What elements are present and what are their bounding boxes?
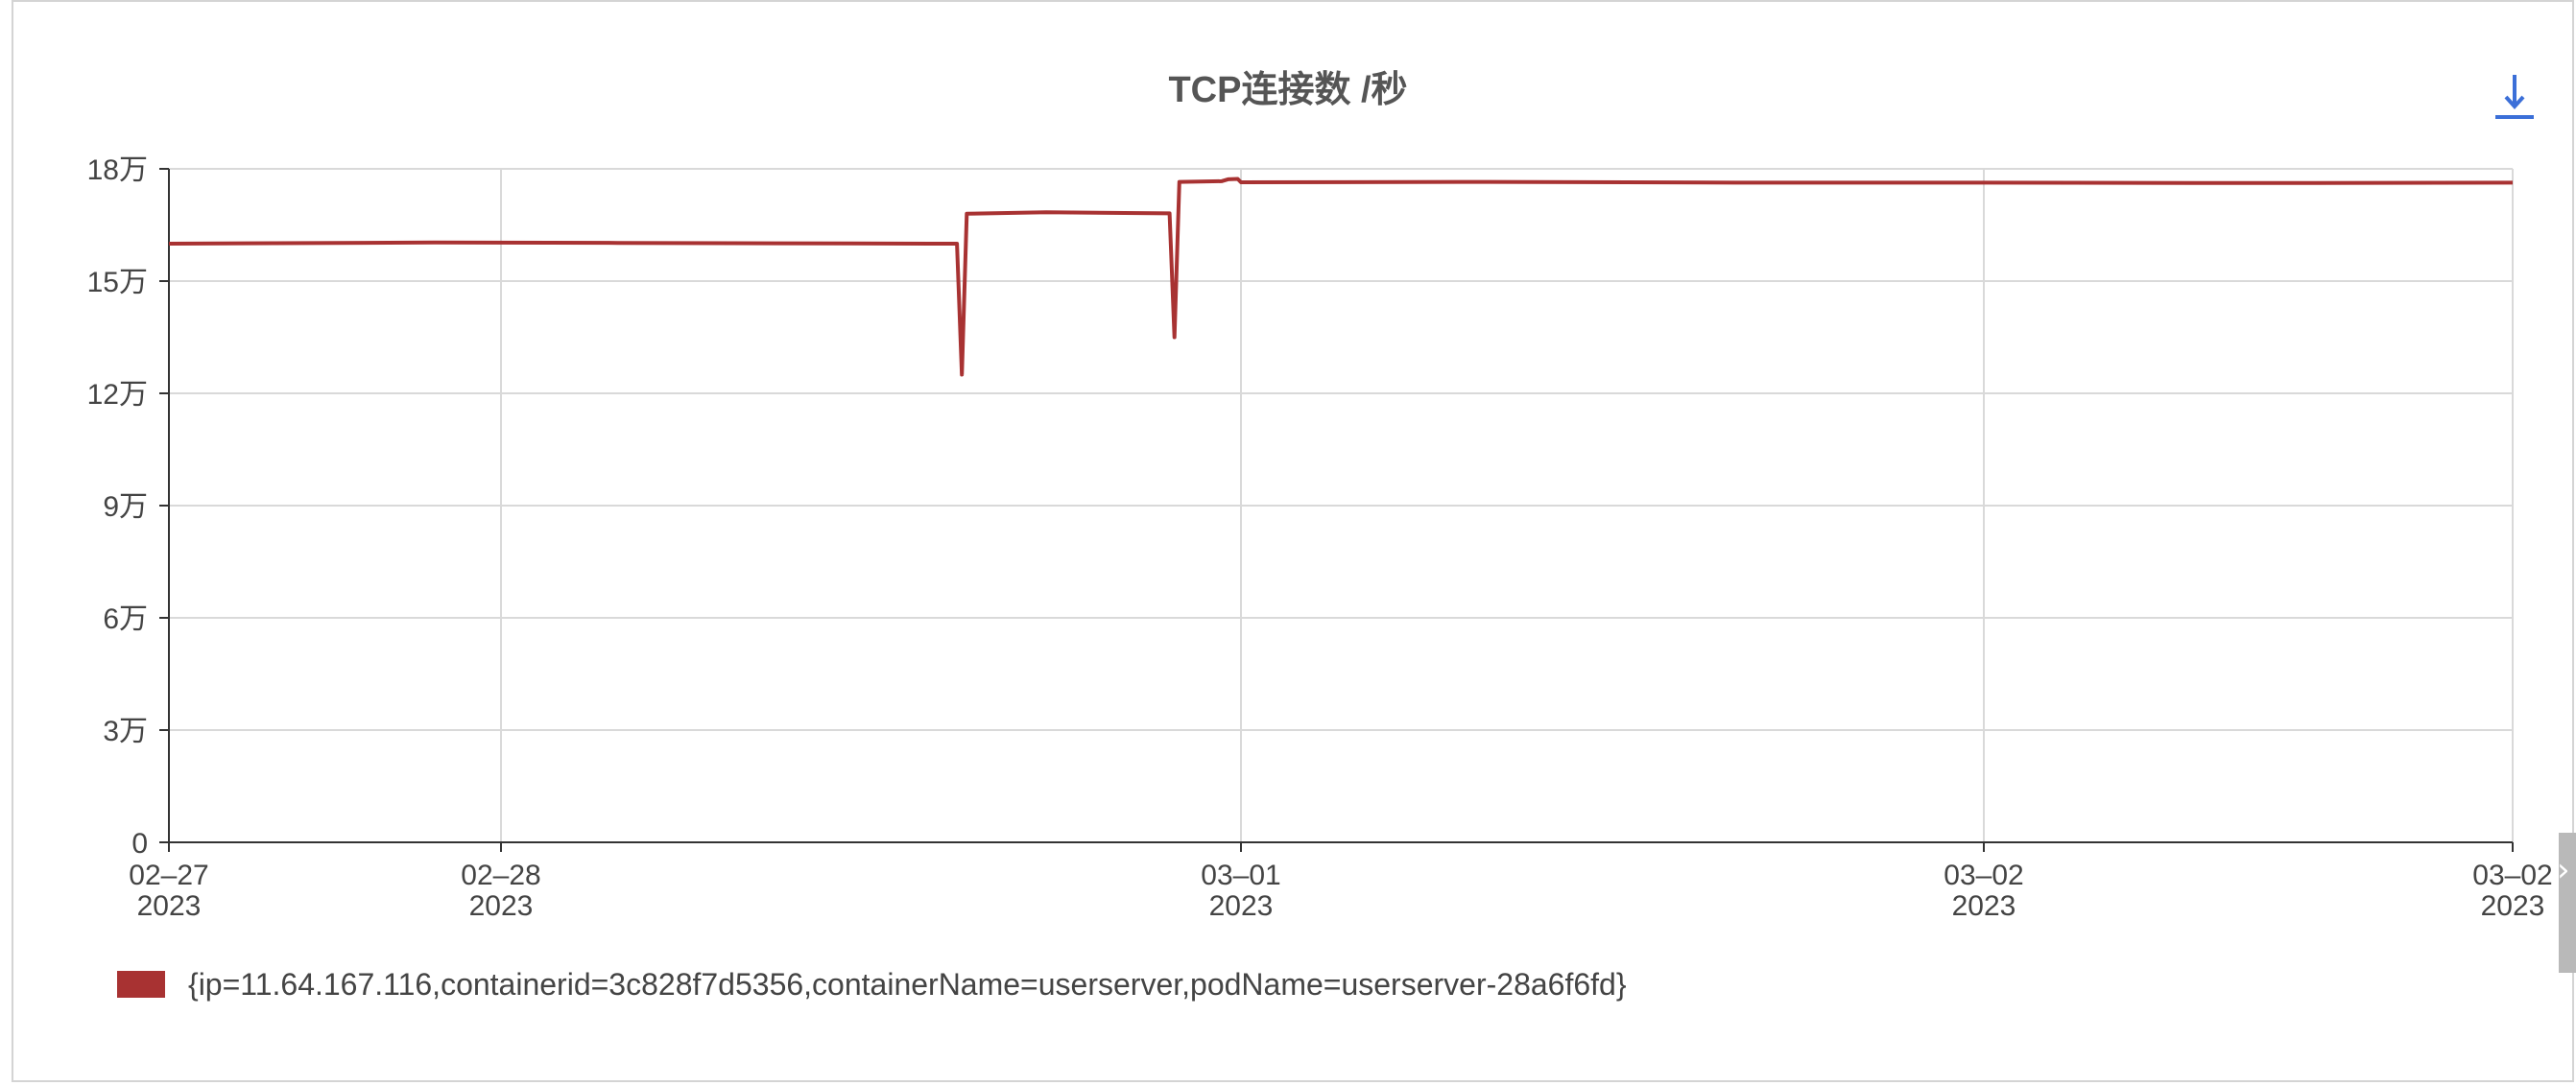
x-tick-year-label: 2023	[469, 890, 534, 922]
y-tick-label: 3万	[103, 716, 148, 747]
y-tick-label: 12万	[87, 379, 148, 411]
legend-swatch	[117, 971, 165, 998]
series-layer	[168, 177, 2514, 377]
y-tick-label: 9万	[103, 491, 148, 523]
y-tick-label: 0	[131, 828, 148, 860]
series-line	[168, 177, 2514, 377]
x-tick-year-label: 2023	[137, 890, 202, 922]
x-tick-label: 03–02	[1944, 860, 2023, 891]
x-tick-label: 02–28	[461, 860, 540, 891]
x-tick-label: 03–01	[1201, 860, 1280, 891]
x-tick-year-label: 2023	[2481, 890, 2545, 922]
chart-title: TCP连接数 /秒	[1168, 70, 1408, 110]
legend[interactable]: {ip=11.64.167.116,containerid=3c828f7d53…	[117, 963, 1627, 1005]
x-tick-year-label: 2023	[1952, 890, 2016, 922]
expand-side-panel-button[interactable]: ›	[2559, 833, 2576, 973]
y-tick-label: 18万	[87, 154, 148, 186]
x-tick-label: 03–02	[2472, 860, 2552, 891]
x-tick-year-label: 2023	[1209, 890, 1274, 922]
grid-lines	[168, 168, 2514, 842]
download-button[interactable]	[2492, 71, 2538, 123]
x-axis: 02–27202302–28202303–01202303–02202303–0…	[129, 841, 2553, 922]
chevron-right-icon: ›	[2559, 854, 2570, 886]
x-tick-label: 02–27	[129, 860, 208, 891]
y-tick-label: 6万	[103, 603, 148, 635]
y-tick-label: 15万	[87, 267, 148, 298]
download-icon	[2495, 75, 2534, 119]
y-axis: 0 3万 6万 9万 12万 15万 18万	[87, 154, 170, 860]
legend-label: {ip=11.64.167.116,containerid=3c828f7d53…	[188, 966, 1627, 1002]
